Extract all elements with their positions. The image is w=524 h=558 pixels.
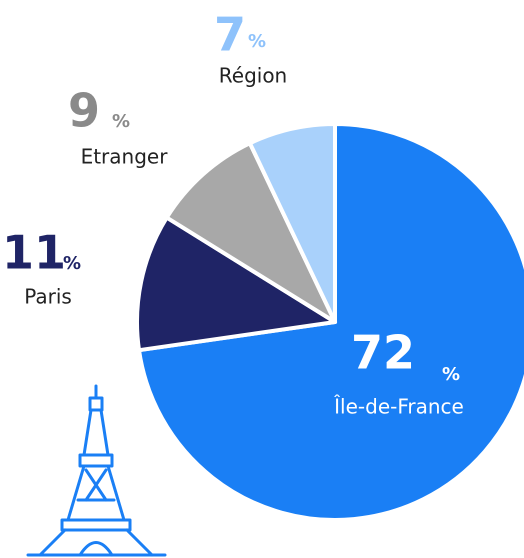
eiffel-tower-icon <box>26 384 167 557</box>
pie-slice <box>137 122 524 522</box>
pie-slice <box>135 215 337 353</box>
unit-label: % <box>442 364 460 385</box>
value-label: 7 <box>214 8 246 62</box>
value-label: 11 <box>2 226 66 280</box>
category-label: Région <box>219 64 287 88</box>
value-label: 72 <box>351 326 415 380</box>
pie-slice <box>247 122 337 324</box>
pie-slice <box>164 141 337 324</box>
value-label: 9 <box>68 84 100 138</box>
unit-label: % <box>112 111 130 132</box>
unit-label: % <box>63 253 81 274</box>
category-label: Etranger <box>81 145 169 169</box>
category-label: Paris <box>24 285 72 309</box>
category-label: Île-de-France <box>333 395 464 419</box>
unit-label: % <box>248 31 266 52</box>
